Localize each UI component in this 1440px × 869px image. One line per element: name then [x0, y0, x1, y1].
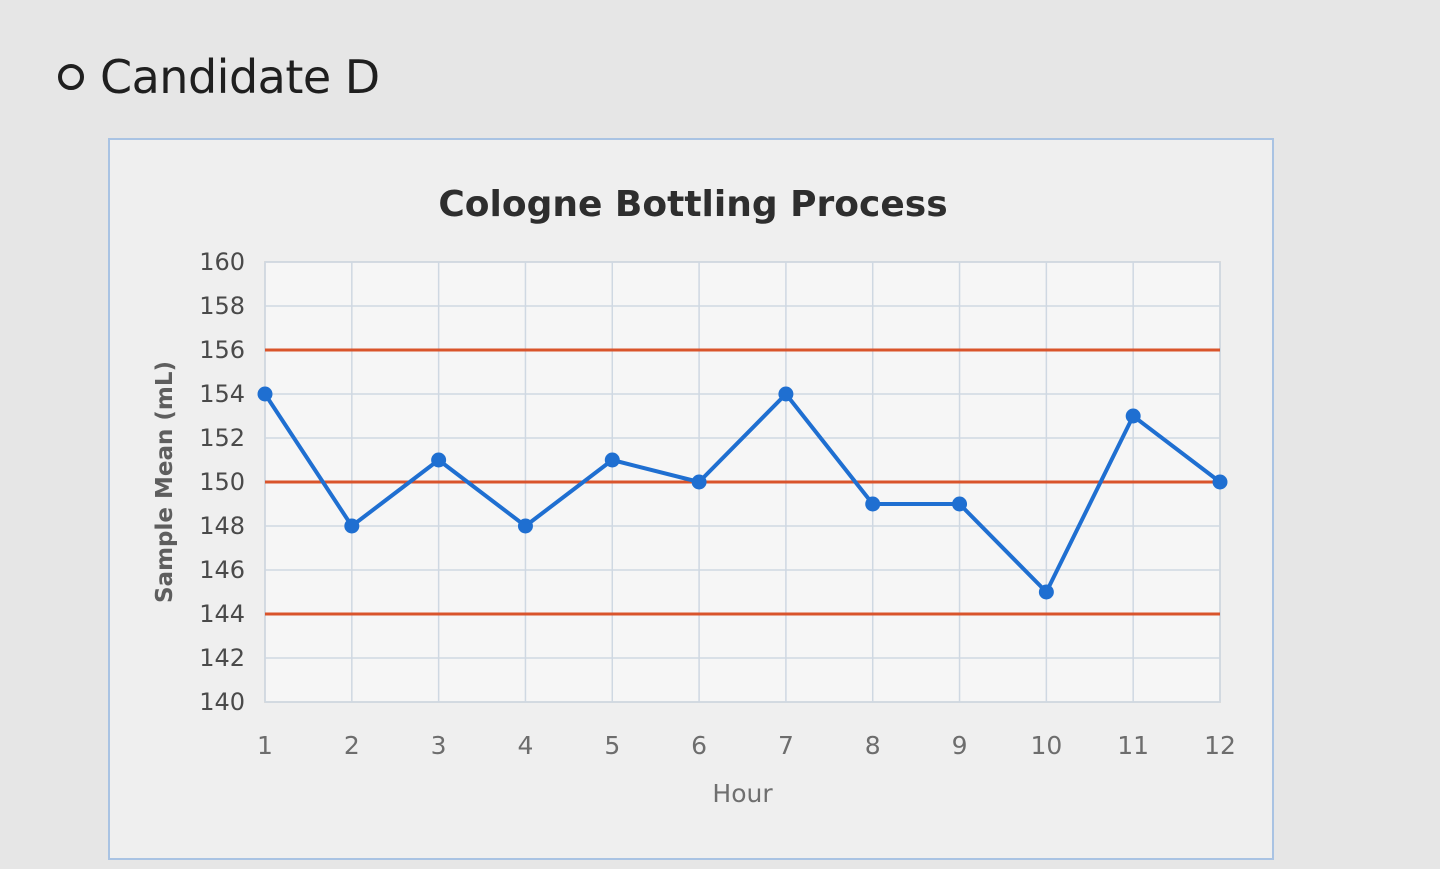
answer-option-d[interactable]: Candidate D	[58, 50, 380, 104]
y-axis-ticks: 140 142 144 146 148 150 152 154 156 158 160	[199, 248, 245, 716]
y-tick-label: 140	[199, 688, 245, 716]
data-point	[431, 452, 447, 468]
data-point	[344, 518, 360, 534]
x-tick-label: 1	[257, 731, 273, 760]
data-point	[604, 452, 620, 468]
x-tick-label: 12	[1204, 731, 1236, 760]
data-point	[691, 474, 707, 490]
x-tick-label: 7	[778, 731, 794, 760]
series-line-group	[257, 386, 1228, 600]
y-axis-title: Sample Mean (mL)	[152, 361, 178, 603]
control-limit-lines	[265, 348, 1220, 616]
y-tick-label: 144	[199, 600, 245, 628]
x-tick-label: 3	[431, 731, 447, 760]
y-tick-label: 158	[199, 292, 245, 320]
series-line	[263, 392, 1222, 594]
y-tick-label: 160	[199, 248, 245, 276]
y-tick-label: 148	[199, 512, 245, 540]
y-tick-label: 152	[199, 424, 245, 452]
x-axis-title: Hour	[712, 779, 773, 808]
x-tick-label: 8	[865, 731, 881, 760]
data-point	[778, 386, 794, 402]
chart-title: Cologne Bottling Process	[438, 184, 947, 225]
data-point	[1125, 408, 1141, 424]
data-point	[257, 386, 273, 402]
data-point	[1212, 474, 1228, 490]
option-label: Candidate D	[100, 50, 380, 104]
x-tick-label: 11	[1117, 731, 1149, 760]
x-tick-label: 2	[344, 731, 360, 760]
x-tick-label: 10	[1030, 731, 1062, 760]
x-axis-ticks: 1 2 3 4 5 6 7 8 9 10 11 12	[257, 731, 1236, 760]
radio-button[interactable]	[58, 64, 84, 90]
control-chart: Cologne Bottling Process 140142144146148…	[152, 184, 1236, 808]
y-tick-label: 150	[199, 468, 245, 496]
y-tick-label: 142	[199, 644, 245, 672]
x-tick-label: 5	[604, 731, 620, 760]
data-point	[952, 496, 968, 512]
data-point	[1038, 584, 1054, 600]
data-point	[865, 496, 881, 512]
x-tick-label: 6	[691, 731, 707, 760]
y-tick-label: 156	[199, 336, 245, 364]
x-tick-label: 4	[518, 731, 534, 760]
chart-container: Cologne Bottling Process 140 142 144 146 148…	[108, 138, 1274, 860]
x-tick-label: 9	[952, 731, 968, 760]
y-tick-label: 146	[199, 556, 245, 584]
y-tick-label: 154	[199, 380, 245, 408]
data-point	[517, 518, 533, 534]
